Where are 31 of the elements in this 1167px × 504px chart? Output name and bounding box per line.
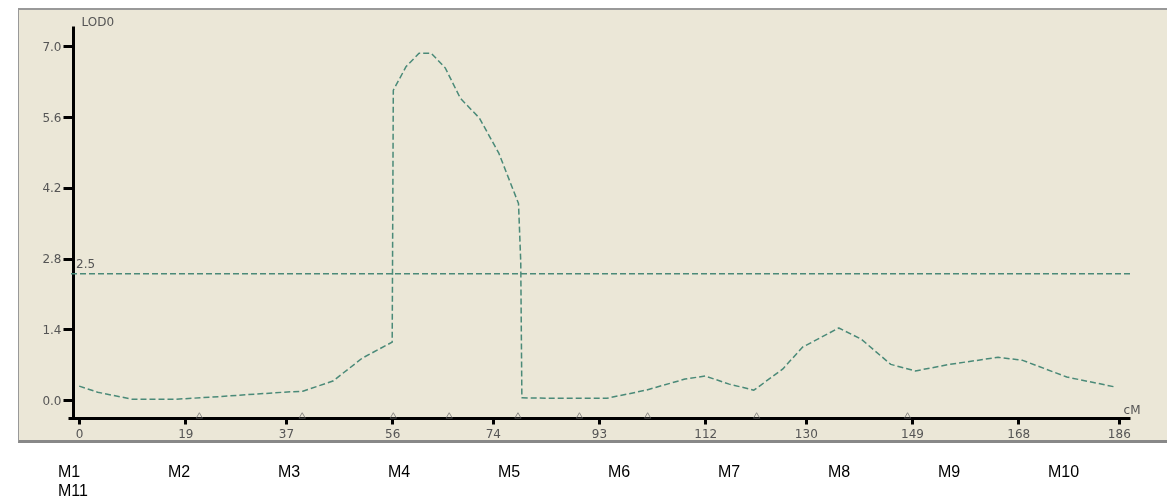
- y-axis-title: LOD0: [81, 14, 115, 29]
- text: M10: [1047, 462, 1081, 481]
- text: M6: [607, 462, 632, 481]
- text: M2: [167, 462, 192, 481]
- text: M5: [497, 462, 522, 481]
- x-tick-label: 168: [1007, 426, 1031, 441]
- x-tick-label: 37: [278, 426, 295, 441]
- y-tick-label: 1.4: [42, 322, 62, 337]
- x-tick-label: 186: [1107, 426, 1131, 441]
- y-tick-label: 7.0: [42, 39, 62, 54]
- text: M7: [717, 462, 742, 481]
- x-axis-title: cM: [1123, 402, 1141, 417]
- y-tick-label: 5.6: [42, 110, 62, 125]
- x-tick-label: 149: [901, 426, 924, 441]
- x-tick-label: 112: [694, 426, 718, 441]
- text: M11: [57, 481, 89, 500]
- text: M8: [827, 462, 852, 481]
- y-tick-label: 4.2: [42, 181, 62, 196]
- text: M4: [387, 462, 412, 481]
- text: M3: [277, 462, 302, 481]
- y-tick-label: 0.0: [42, 393, 62, 408]
- x-tick-label: 130: [794, 426, 818, 441]
- ref-line-label: 2.5: [76, 256, 96, 271]
- x-tick-label: 74: [485, 426, 501, 441]
- y-tick-label: 2.8: [42, 252, 62, 267]
- x-tick-label: 93: [591, 426, 608, 441]
- x-tick-label: 0: [75, 426, 84, 441]
- text: M9: [937, 462, 962, 481]
- x-tick-label: 19: [178, 426, 194, 441]
- text: M1: [57, 462, 82, 481]
- x-tick-label: 56: [385, 426, 401, 441]
